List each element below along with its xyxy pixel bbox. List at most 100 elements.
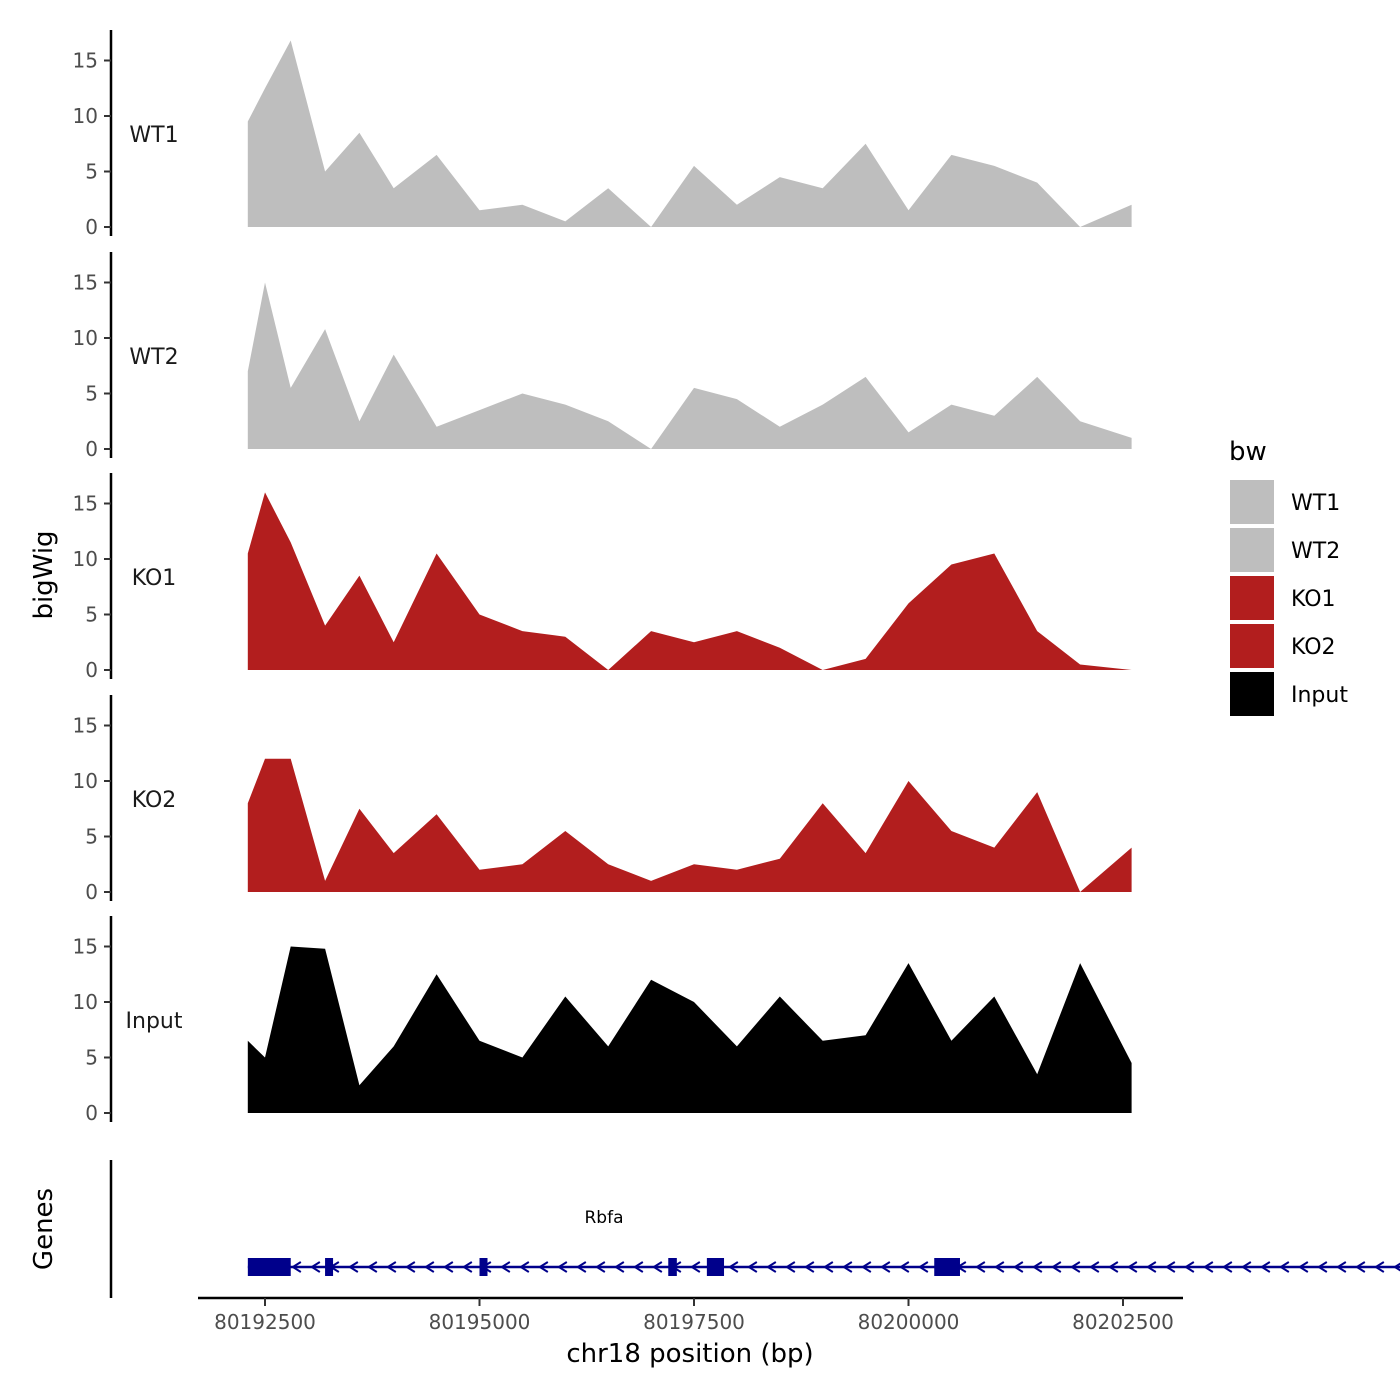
strand-arrow <box>1069 1261 1081 1273</box>
coverage-area-ko1 <box>247 492 1132 670</box>
strand-arrow <box>1012 1261 1024 1273</box>
gene-exon <box>325 1258 334 1276</box>
strand-arrow <box>765 1261 777 1273</box>
strand-arrow <box>537 1261 549 1273</box>
legend-key-wt2 <box>1230 528 1274 572</box>
legend-label: Input <box>1291 683 1348 708</box>
legend-label: KO2 <box>1291 635 1336 660</box>
strand-arrow <box>1126 1261 1138 1273</box>
gene-exon <box>934 1258 960 1276</box>
strand-arrow <box>423 1261 435 1273</box>
strand-arrow <box>1316 1261 1328 1273</box>
track-wt1: 0 5 10 15 WT1 <box>73 30 1132 239</box>
strand-arrow <box>1221 1261 1233 1273</box>
gene-exon <box>706 1258 725 1276</box>
x-axis: 80192500 80195000 80197500 80200000 80202500 <box>198 1296 1183 1334</box>
legend-key-ko1 <box>1230 576 1274 620</box>
strand-arrow <box>404 1261 416 1273</box>
strand-arrow <box>651 1261 663 1273</box>
strand-arrow <box>689 1261 701 1273</box>
genes-panel: Genes Rbfa <box>29 1160 1400 1298</box>
strand-arrow <box>1164 1261 1176 1273</box>
strand-arrow <box>1107 1261 1119 1273</box>
y-tick-label: 5 <box>85 160 98 184</box>
track-ko1: 0 5 10 15 KO1 <box>73 473 1132 682</box>
track-label: WT2 <box>129 345 178 370</box>
strand-arrow <box>822 1261 834 1273</box>
gene-model <box>247 1258 1400 1276</box>
strand-arrow <box>1278 1261 1290 1273</box>
y-tick-label: 0 <box>85 215 98 239</box>
y-tick-label: 15 <box>73 935 98 959</box>
x-axis-title: chr18 position (bp) <box>566 1339 813 1369</box>
legend-label: KO1 <box>1291 587 1336 612</box>
track-label: KO2 <box>132 788 177 813</box>
legend-label: WT2 <box>1291 539 1340 564</box>
y-tick-label: 5 <box>85 603 98 627</box>
x-tick-label: 80195000 <box>429 1310 531 1334</box>
strand-arrow <box>841 1261 853 1273</box>
y-tick-label: 15 <box>73 714 98 738</box>
strand-arrow <box>366 1261 378 1273</box>
strand-arrow <box>499 1261 511 1273</box>
strand-arrow <box>309 1261 321 1273</box>
strand-arrow <box>1145 1261 1157 1273</box>
y-tick-label: 15 <box>73 492 98 516</box>
genes-axis-title: Genes <box>29 1188 59 1270</box>
strand-arrow <box>784 1261 796 1273</box>
strand-arrow <box>461 1261 473 1273</box>
strand-arrow <box>1050 1261 1062 1273</box>
strand-arrow <box>385 1261 397 1273</box>
y-tick-label: 0 <box>85 658 98 682</box>
gene-exon <box>479 1258 488 1276</box>
y-tick-label: 10 <box>73 326 98 350</box>
strand-arrow <box>917 1261 929 1273</box>
track-label: KO1 <box>132 566 177 591</box>
track-label: WT1 <box>129 123 178 148</box>
y-tick-label: 15 <box>73 271 98 295</box>
strand-arrow <box>518 1261 530 1273</box>
strand-arrow <box>1202 1261 1214 1273</box>
gene-name-label: Rbfa <box>584 1208 623 1228</box>
strand-arrow <box>1031 1261 1043 1273</box>
strand-arrow <box>1354 1261 1366 1273</box>
strand-arrow <box>974 1261 986 1273</box>
x-tick-label: 80200000 <box>858 1310 960 1334</box>
strand-arrow <box>803 1261 815 1273</box>
strand-arrow <box>594 1261 606 1273</box>
y-tick-label: 5 <box>85 825 98 849</box>
strand-arrow <box>290 1261 302 1273</box>
strand-arrow <box>442 1261 454 1273</box>
strand-arrow <box>860 1261 872 1273</box>
strand-arrow <box>1297 1261 1309 1273</box>
strand-arrow <box>898 1261 910 1273</box>
strand-arrow <box>613 1261 625 1273</box>
legend: bw WT1 WT2 KO1 KO2 Input <box>1229 437 1348 716</box>
strand-arrow <box>1088 1261 1100 1273</box>
strand-arrow <box>347 1261 359 1273</box>
y-tick-label: 15 <box>73 49 98 73</box>
strand-arrow <box>879 1261 891 1273</box>
y-tick-label: 10 <box>73 104 98 128</box>
coverage-area-wt2 <box>247 282 1132 449</box>
y-tick-label: 10 <box>73 769 98 793</box>
gene-exon <box>247 1258 291 1276</box>
coverage-area-wt1 <box>247 40 1132 227</box>
strand-arrow <box>1373 1261 1385 1273</box>
strand-arrow <box>575 1261 587 1273</box>
x-tick-label: 80197500 <box>643 1310 745 1334</box>
coverage-area-input <box>247 946 1132 1113</box>
strand-arrow <box>556 1261 568 1273</box>
strand-arrow <box>993 1261 1005 1273</box>
gene-exon <box>668 1258 677 1276</box>
y-tick-label: 10 <box>73 547 98 571</box>
strand-arrow <box>1240 1261 1252 1273</box>
y-tick-label: 10 <box>73 990 98 1014</box>
track-wt2: 0 5 10 15 WT2 <box>73 252 1132 461</box>
legend-title: bw <box>1229 437 1267 467</box>
track-input: 0 5 10 15 Input <box>73 916 1132 1125</box>
coverage-area-ko2 <box>247 758 1132 892</box>
track-panels: 0 5 10 15 WT1 0 5 10 15 WT2 0 5 10 15 KO1 0 5 10 15 KO2 0 5 10… <box>73 30 1132 1125</box>
x-tick-label: 80202500 <box>1072 1310 1174 1334</box>
